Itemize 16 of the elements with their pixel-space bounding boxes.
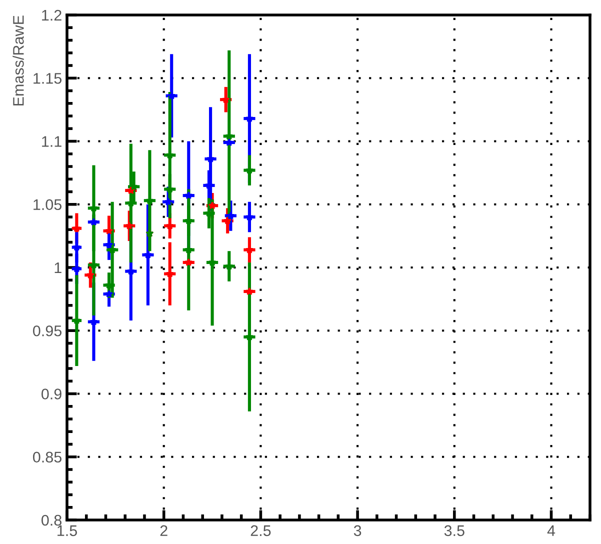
y-tick-label: 0.8 — [42, 514, 62, 526]
x-tick-label: 2 — [160, 525, 168, 536]
x-tick-label: 3 — [354, 525, 362, 536]
y-tick-label: 1.1 — [42, 136, 62, 147]
y-tick-label: 0.95 — [33, 325, 62, 336]
y-tick-label: 0.9 — [42, 388, 62, 400]
x-tick-label: 1.5 — [58, 525, 77, 536]
x-tick-label: 4 — [547, 525, 556, 536]
y-tick-label: 1.05 — [34, 199, 62, 210]
y-tick-label: 1 — [54, 262, 62, 274]
y-axis-title: Emass/RawE — [12, 16, 24, 106]
y-tick-label: 0.85 — [33, 452, 62, 463]
y-tick-label: 1.2 — [42, 10, 62, 21]
x-tick-label: 2.5 — [250, 525, 271, 536]
y-tick-label: 1.15 — [34, 73, 62, 84]
x-tick-label: 3.5 — [444, 525, 464, 536]
